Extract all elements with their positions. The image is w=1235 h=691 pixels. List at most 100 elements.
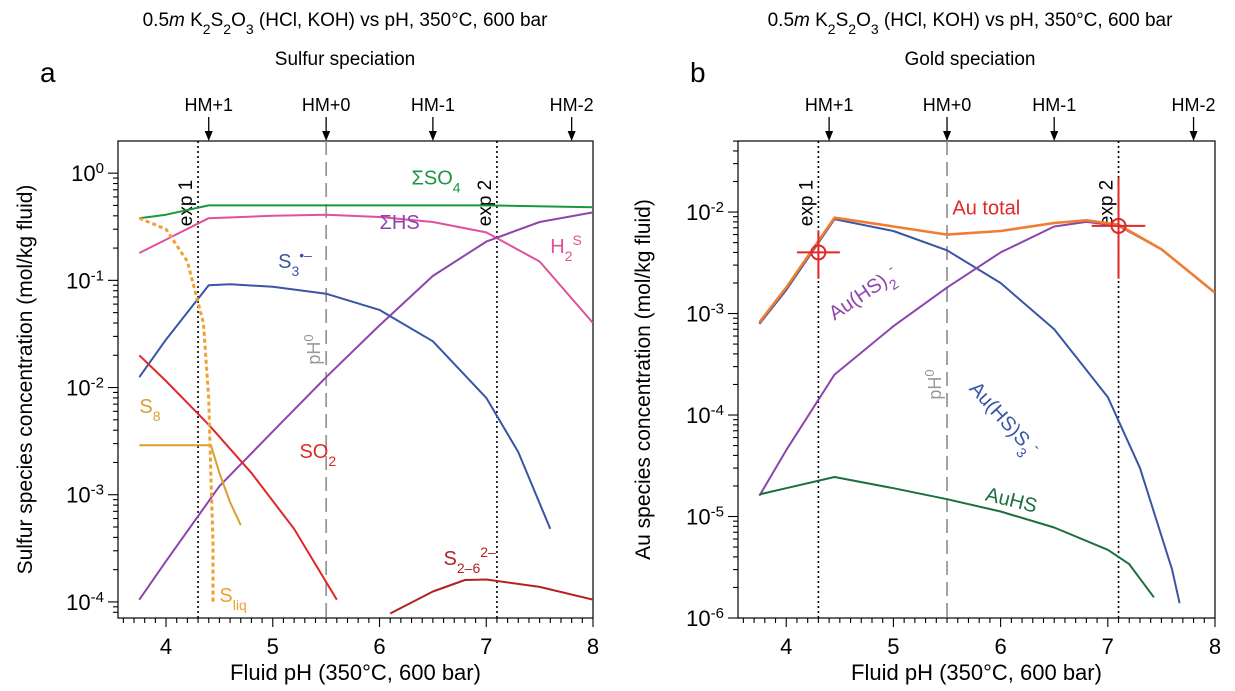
series-label-part: 2: [328, 453, 336, 469]
series-label: ΣSO4: [412, 168, 461, 196]
series-label-part: •–: [299, 247, 312, 263]
top-marker-label: HM+1: [805, 95, 854, 115]
y-tick-label: 10-3: [66, 481, 104, 508]
series-label-part: ΣHS: [380, 212, 420, 234]
y-tick-label: 10-5: [686, 503, 724, 530]
top-marker-label: HM-2: [550, 95, 594, 115]
x-tick-label: 4: [780, 634, 792, 659]
series-label: H2S: [550, 232, 582, 264]
top-marker-label: HM-1: [411, 95, 455, 115]
top-marker-arrowhead: [1050, 131, 1059, 141]
series-label: S8: [139, 396, 160, 424]
x-tick-label: 8: [1209, 634, 1221, 659]
title-part: 2: [223, 21, 231, 37]
chart-subtitle: Gold speciation: [905, 49, 1036, 70]
top-marker-arrowhead: [1189, 131, 1198, 141]
y-tick-exp: -4: [711, 402, 724, 419]
series-label: Sliq: [219, 585, 246, 613]
panel-b: 0.5m K2S2O3 (HCl, KOH) vs pH, 350°C, 600…: [632, 10, 1221, 685]
y-tick-base: 10: [66, 268, 90, 293]
chart-title: 0.5m K2S2O3 (HCl, KOH) vs pH, 350°C, 600…: [768, 10, 1173, 37]
y-tick-label: 10-4: [66, 588, 104, 615]
x-tick-label: 8: [587, 634, 599, 659]
series-line: [758, 218, 1181, 604]
x-tick-label: 7: [1102, 634, 1114, 659]
x-tick-label: 7: [480, 634, 492, 659]
y-tick-exp: -3: [711, 300, 724, 317]
y-axis-label: Sulfur species concentration (mol/kg flu…: [14, 185, 37, 575]
series-line: [759, 476, 1155, 598]
series-line: [758, 220, 1215, 497]
top-marker-label: HM-1: [1032, 95, 1076, 115]
y-tick-exp: -1: [91, 267, 104, 284]
y-tick-exp: -2: [711, 199, 724, 216]
title-part: 0.5: [143, 10, 169, 31]
top-marker-arrowhead: [204, 131, 213, 141]
x-tick-label: 6: [994, 634, 1006, 659]
y-tick-label: 10-3: [686, 300, 724, 327]
series-label-part: S: [444, 548, 457, 570]
series-label: Au(HS)S3-: [960, 375, 1045, 465]
y-tick-exp: -2: [91, 374, 104, 391]
title-part: 2: [848, 21, 856, 37]
series-line: [138, 213, 593, 324]
series-label-part: 2: [565, 248, 573, 264]
y-tick-base: 10: [66, 483, 90, 508]
series-label-part: 2–: [480, 544, 496, 560]
x-tick-label: 6: [373, 634, 385, 659]
panel-letter: a: [40, 57, 56, 88]
title-part: K: [810, 10, 828, 31]
experiment-label: exp 2: [475, 180, 496, 226]
ph0-sup: 0: [922, 369, 937, 376]
series-label-part: Au(HS): [825, 270, 892, 325]
y-tick-base: 10: [686, 403, 710, 428]
y-tick-label: 10-1: [66, 267, 104, 294]
series-line: [139, 204, 593, 220]
series-line: [138, 211, 593, 601]
y-tick-exp: -5: [711, 503, 724, 520]
title-part: 3: [871, 21, 879, 37]
y-tick-base: 10: [686, 200, 710, 225]
x-tick-label: 5: [887, 634, 899, 659]
series-line: [138, 354, 338, 601]
series-label-part: ΣSO: [412, 168, 453, 190]
series-label-part: H: [550, 236, 564, 258]
series-line: [139, 444, 242, 526]
series-label: SO2: [299, 441, 336, 469]
series-label-part: Au(HS)S: [965, 378, 1034, 451]
title-part: S: [211, 10, 224, 31]
x-axis-label: Fluid pH (350°C, 600 bar): [851, 660, 1102, 685]
y-tick-label: 10-2: [66, 374, 104, 401]
series-label-part: Au total: [952, 197, 1020, 219]
series-label-part: -: [1030, 439, 1045, 453]
y-axis-label: Au species concentration (mol/kg fluid): [632, 199, 655, 560]
y-tick-exp: -6: [711, 605, 724, 622]
top-marker-arrowhead: [322, 131, 331, 141]
ph0-base: pH: [925, 377, 945, 400]
chart-title: 0.5m K2S2O3 (HCl, KOH) vs pH, 350°C, 600…: [143, 10, 548, 37]
x-tick-label: 5: [267, 634, 279, 659]
series-label: S2–62–: [444, 544, 496, 576]
x-tick-label: 4: [160, 634, 172, 659]
experiment-label: exp 1: [176, 180, 197, 226]
title-part: 3: [246, 21, 254, 37]
y-tick-label: 10-2: [686, 199, 724, 226]
ph0-sup: 0: [301, 334, 316, 341]
experiment-label: exp 2: [1097, 180, 1118, 226]
title-part: (HCl, KOH) vs pH, 350°C, 600 bar: [254, 10, 548, 31]
series-label-part: 8: [153, 408, 161, 424]
top-marker-arrowhead: [428, 131, 437, 141]
data-marker: [810, 244, 827, 261]
series-label: ΣHS: [380, 212, 420, 234]
title-part: S: [836, 10, 849, 31]
y-tick-exp: -3: [91, 481, 104, 498]
y-tick-base: 10: [66, 376, 90, 401]
y-tick-base: 10: [71, 161, 95, 186]
series-label-part: SO: [299, 441, 328, 463]
title-part: m: [794, 10, 810, 31]
plot-frame: [117, 140, 594, 619]
series-label-part: 3: [291, 263, 299, 279]
y-tick-base: 10: [686, 302, 710, 327]
data-marker: [1110, 217, 1127, 234]
